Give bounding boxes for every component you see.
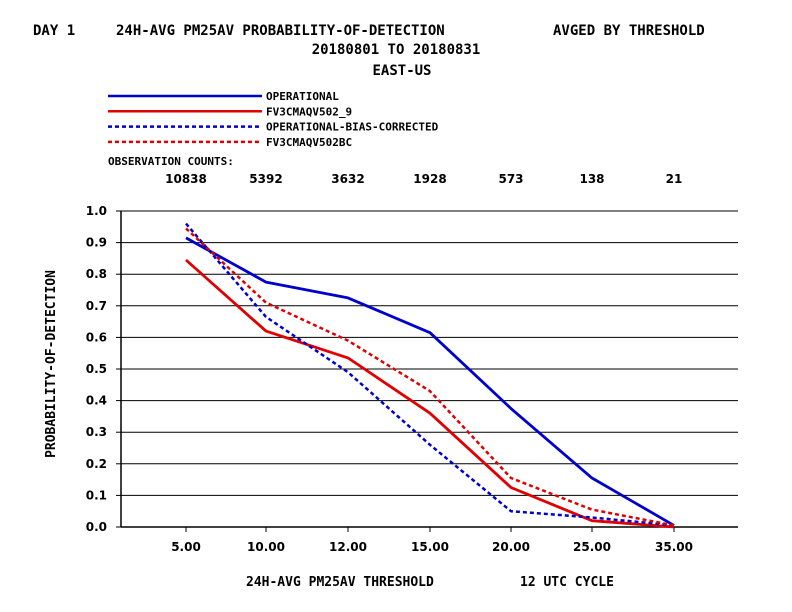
series-line-4	[185, 227, 675, 527]
legend-label: OPERATIONAL-BIAS-CORRECTED	[266, 121, 439, 134]
x-tick-label: 25.00	[573, 540, 611, 554]
x-axis-title: 24H-AVG PM25AV THRESHOLD	[246, 575, 434, 590]
region-label: EAST-US	[372, 63, 431, 79]
observation-count: 10838	[165, 172, 207, 186]
x-tick-label: 5.00	[171, 540, 201, 554]
y-axis-ticks: 0.0 0.1 0.2 0.3 0.4 0.5 0.6 0.7 0.8 0.9 1.0	[86, 204, 121, 534]
observation-count: 573	[498, 172, 523, 186]
avg-label: AVGED BY THRESHOLD	[553, 23, 705, 39]
observation-count: 138	[579, 172, 604, 186]
y-tick-label: 0.0	[86, 520, 107, 534]
observation-counts: 10838 5392 3632 1928 573 138 21	[165, 172, 682, 186]
series-line-3	[185, 222, 675, 527]
y-tick-label: 0.7	[86, 299, 107, 313]
gridlines	[121, 210, 738, 496]
observation-count: 1928	[413, 172, 446, 186]
y-tick-label: 1.0	[86, 204, 107, 218]
cycle-label: 12 UTC CYCLE	[520, 575, 614, 590]
y-tick-label: 0.3	[86, 425, 107, 439]
legend: OPERATIONAL FV3CMAQV502_9 OPERATIONAL-BIAS…	[108, 90, 439, 149]
date-range: 20180801 TO 20180831	[312, 42, 481, 58]
y-tick-label: 0.6	[86, 330, 107, 344]
series-line-2	[185, 258, 675, 529]
legend-label: OPERATIONAL	[266, 90, 339, 103]
y-tick-label: 0.2	[86, 457, 107, 471]
observation-counts-label: OBSERVATION COUNTS:	[108, 155, 234, 168]
x-tick-label: 20.00	[492, 540, 530, 554]
y-tick-label: 0.1	[86, 488, 107, 502]
observation-count: 3632	[331, 172, 364, 186]
x-tick-label: 35.00	[655, 540, 693, 554]
y-tick-label: 0.5	[86, 362, 107, 376]
y-axis-title: PROBABILITY-OF-DETECTION	[44, 270, 59, 458]
x-axis-ticks: 5.00 10.00 12.00 15.00 20.00 25.00 35.00	[171, 527, 693, 554]
legend-label: FV3CMAQV502_9	[266, 105, 352, 118]
observation-count: 21	[666, 172, 683, 186]
y-tick-label: 0.4	[86, 394, 107, 408]
x-tick-label: 12.00	[329, 540, 367, 554]
observation-count: 5392	[249, 172, 282, 186]
legend-label: FV3CMAQV502BC	[266, 136, 352, 149]
y-tick-label: 0.8	[86, 267, 107, 281]
day-label: DAY 1	[33, 23, 75, 39]
y-tick-label: 0.9	[86, 236, 107, 250]
series-line-1	[185, 236, 675, 527]
series-lines	[185, 222, 675, 529]
x-tick-label: 15.00	[411, 540, 449, 554]
chart-title: 24H-AVG PM25AV PROBABILITY-OF-DETECTION	[116, 23, 445, 39]
x-tick-label: 10.00	[247, 540, 285, 554]
